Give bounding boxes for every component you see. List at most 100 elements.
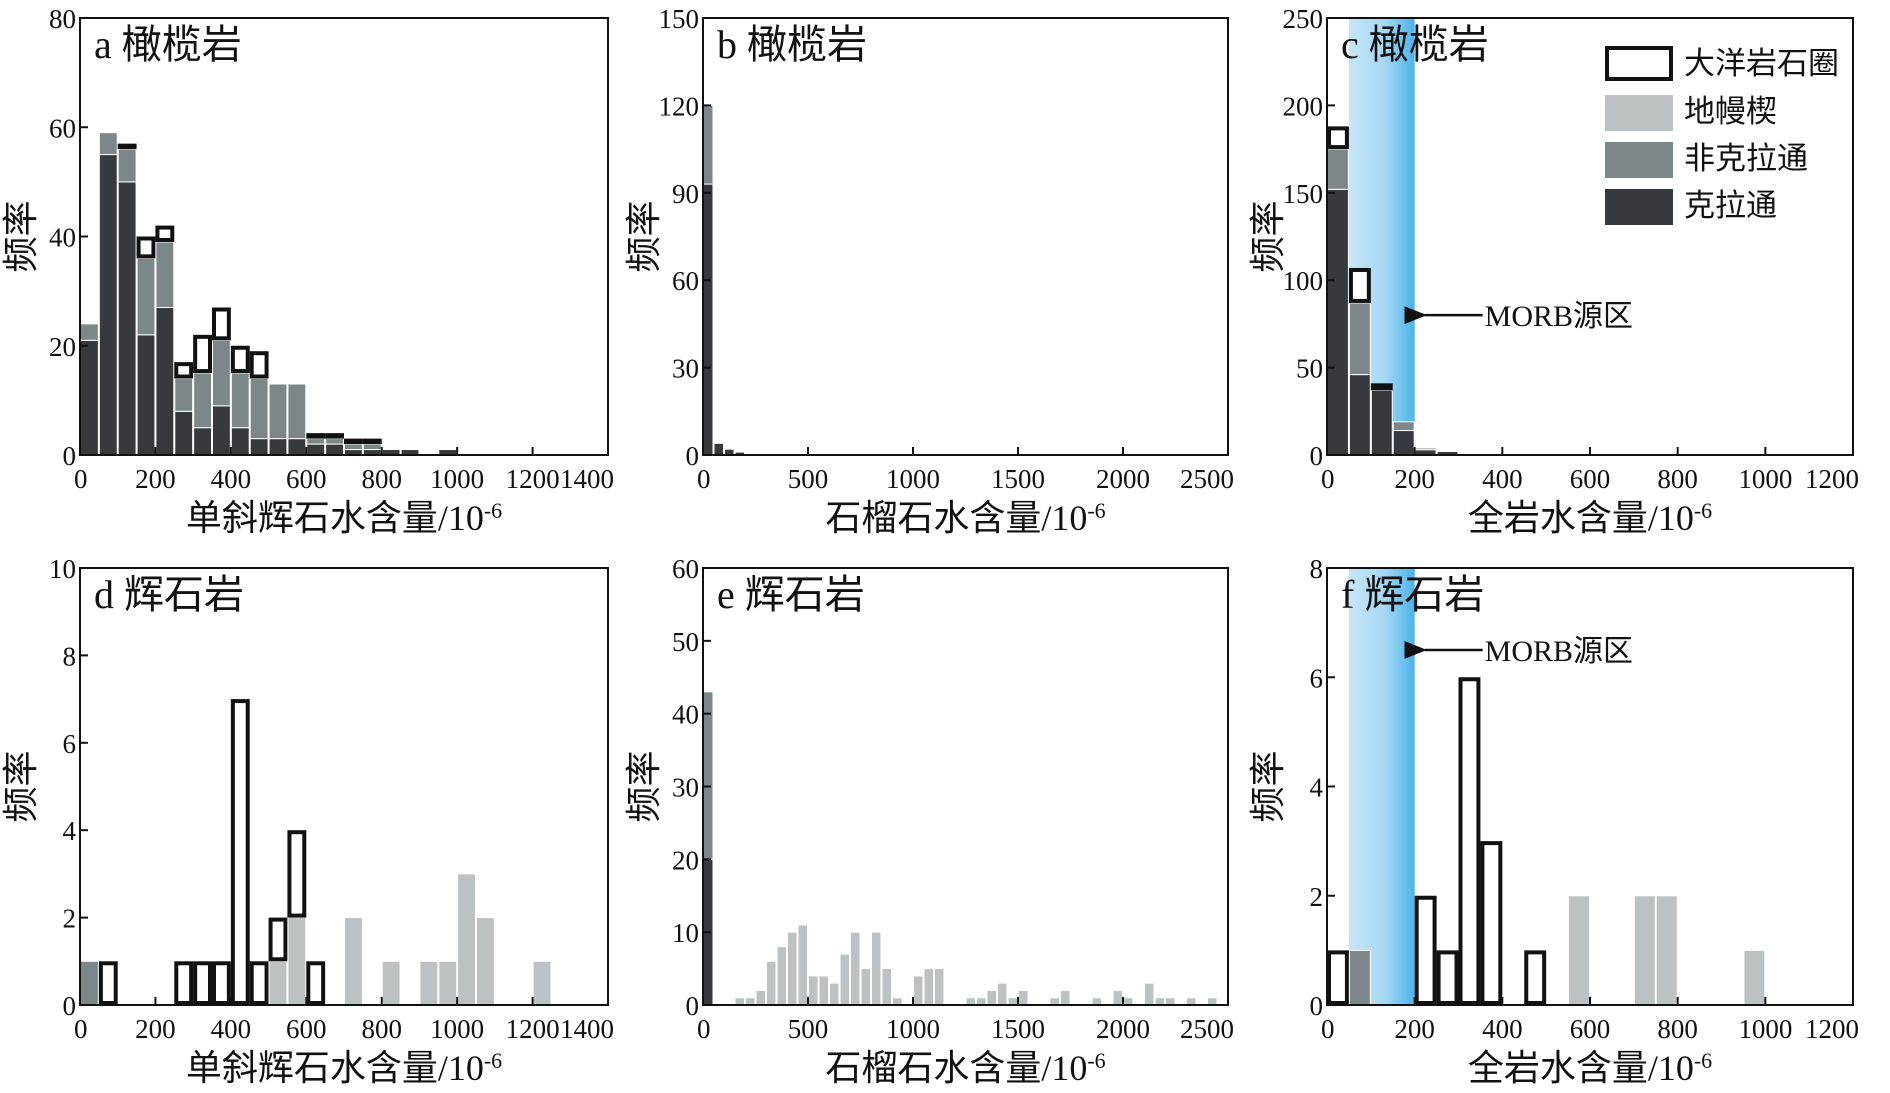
x-axis-label: 石榴石水含量/10-6 (825, 498, 1105, 538)
y-tick-label: 0 (63, 991, 77, 1021)
plot-frame (79, 567, 609, 1006)
bar-noncraton (136, 257, 156, 336)
bar-noncraton (1414, 447, 1437, 451)
bar-ocean (1327, 950, 1349, 1005)
x-tick-label: 1200 (1805, 1014, 1859, 1044)
panel-title: c 橄榄岩 (1341, 22, 1489, 67)
bar-ocean (212, 961, 231, 1005)
x-axis-label-exponent: -6 (484, 1048, 502, 1073)
x-tick-label: 0 (697, 1014, 711, 1044)
morb-band (1348, 568, 1415, 1005)
x-tick-label: 1400 (560, 464, 614, 494)
bar-noncraton (344, 443, 363, 451)
y-tick-label: 2 (63, 904, 77, 934)
legend-label-ocean: 大洋岩石圈 (1684, 46, 1839, 81)
bar-wedge (1165, 997, 1176, 1006)
panel-title: a 橄榄岩 (94, 22, 242, 67)
panel-e: 0 500 1000 1500 2000 2500 0 10 20 30 40 50 60 e 辉石岩石榴… (624, 554, 1234, 1088)
x-tick-label: 1000 (430, 1014, 484, 1044)
panel-d: 0 200 400 600 800 1000 1200 1400 0 2 4 6 8 10 d 辉石岩单斜辉… (1, 554, 614, 1088)
bar-ocean (98, 961, 118, 1005)
bar-craton (155, 307, 175, 456)
x-tick-label: 800 (1657, 464, 1698, 494)
y-tick-label: 60 (672, 266, 699, 296)
bar-wedge (881, 968, 892, 1006)
x-tick-label: 2000 (1096, 1014, 1150, 1044)
y-tick-label: 10 (672, 918, 699, 948)
bar-ocean (1414, 895, 1437, 1005)
x-tick-label: 800 (361, 1014, 402, 1044)
y-tick-label: 250 (1283, 4, 1324, 34)
bar-wedge (839, 953, 850, 1006)
bar-wedge (1123, 997, 1134, 1006)
y-tick-label: 90 (672, 179, 699, 209)
bar-wedge (1186, 997, 1197, 1006)
panel-c: 0 200 400 600 800 1000 1200 0 50 100 150 200 250 c 橄榄… (1248, 4, 1859, 538)
bar-craton (1327, 188, 1349, 456)
bar-ocean (1480, 841, 1503, 1005)
bar-ocean (1348, 267, 1371, 303)
x-axis-label-main: 石榴石水含量/10 (825, 1048, 1087, 1088)
bar-wedge (850, 931, 861, 1006)
panel-b: 0 500 1000 1500 2000 2500 0 30 60 90 120 150 b 橄榄岩石榴… (624, 4, 1234, 538)
bar-wedge (1112, 989, 1123, 1006)
bar-wedge (1633, 895, 1656, 1006)
y-tick-label: 50 (672, 627, 699, 657)
x-tick-label: 600 (1570, 464, 1611, 494)
x-tick-label: 800 (1657, 1014, 1698, 1044)
bar-wedge (745, 997, 756, 1006)
bar-ocean (212, 307, 231, 341)
x-tick-label: 0 (74, 1014, 88, 1044)
y-tick-label: 30 (672, 773, 699, 803)
bar-wedge (965, 997, 976, 1006)
x-tick-label: 0 (697, 464, 711, 494)
x-axis-label-exponent: -6 (1087, 1048, 1105, 1073)
panel-title: e 辉石岩 (717, 572, 865, 617)
x-tick-label: 1500 (991, 1014, 1045, 1044)
y-tick-label: 8 (1310, 554, 1324, 584)
x-tick-label: 1000 (886, 464, 940, 494)
bar-noncraton (249, 378, 269, 440)
x-axis-label: 单斜辉石水含量/10-6 (186, 498, 502, 538)
x-tick-label: 800 (361, 464, 402, 494)
bar-ocean (249, 351, 269, 379)
bar-ocean (325, 433, 344, 439)
x-tick-label: 200 (135, 464, 176, 494)
bar-wedge (986, 989, 997, 1006)
x-tick-label: 1000 (1738, 464, 1792, 494)
bar-wedge (457, 873, 476, 1006)
bar-craton (713, 442, 724, 456)
bar-craton (306, 443, 326, 456)
x-axis-label-main: 石榴石水含量/10 (825, 498, 1087, 538)
panel-f: 0 200 400 600 800 1000 1200 0 2 4 6 8 f 辉石岩全岩水含量/10-… (1248, 554, 1859, 1088)
x-tick-label: 500 (788, 464, 829, 494)
bar-wedge (1655, 895, 1678, 1006)
panel-a: 0 200 400 600 800 1000 1200 1400 0 20 40 60 80 a 橄榄岩单… (1, 4, 614, 538)
bar-wedge (871, 931, 882, 1006)
bar-wedge (776, 946, 787, 1006)
bar-noncraton (703, 691, 714, 860)
bar-craton (268, 438, 288, 456)
y-tick-label: 40 (49, 223, 76, 253)
x-tick-label: 1400 (560, 1014, 614, 1044)
bar-ocean (174, 362, 194, 379)
bar-wedge (1743, 949, 1766, 1006)
x-tick-label: 0 (1321, 464, 1335, 494)
bar-noncraton (306, 438, 326, 445)
y-tick-label: 120 (659, 91, 700, 121)
legend-label-craton: 克拉通 (1684, 188, 1777, 223)
bar-wedge (419, 960, 439, 1006)
bar-craton (287, 438, 307, 456)
y-tick-label: 200 (1283, 91, 1324, 121)
bar-noncraton (80, 323, 99, 341)
y-tick-label: 20 (49, 332, 76, 362)
legend-swatch-noncraton (1605, 142, 1673, 178)
panel-title: f 辉石岩 (1341, 572, 1484, 617)
x-axis-label: 全岩水含量/10-6 (1468, 498, 1712, 538)
bar-wedge (976, 997, 987, 1006)
morb-label: MORB源区 (1485, 635, 1633, 668)
x-tick-label: 2500 (1180, 1014, 1234, 1044)
panel-title: b 橄榄岩 (717, 22, 867, 67)
bar-wedge (1007, 997, 1018, 1006)
